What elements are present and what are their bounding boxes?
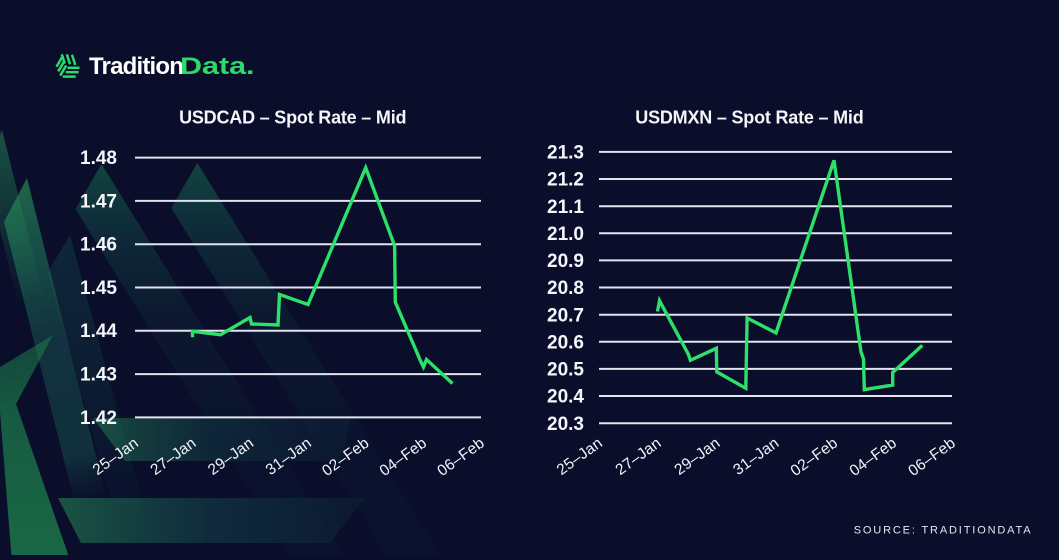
svg-text:21.1: 21.1 — [547, 197, 584, 218]
svg-text:1.44: 1.44 — [80, 321, 117, 342]
svg-text:20.3: 20.3 — [547, 414, 584, 435]
svg-text:1.47: 1.47 — [80, 191, 117, 212]
svg-text:1.48: 1.48 — [80, 148, 117, 169]
svg-text:1.46: 1.46 — [80, 235, 117, 256]
svg-text:21.0: 21.0 — [547, 224, 584, 245]
svg-text:20.6: 20.6 — [547, 332, 584, 353]
svg-text:21.2: 21.2 — [547, 170, 584, 191]
svg-text:1.43: 1.43 — [80, 365, 117, 386]
svg-text:1.45: 1.45 — [80, 278, 117, 299]
svg-text:21.3: 21.3 — [547, 143, 584, 164]
svg-text:20.9: 20.9 — [547, 251, 584, 272]
svg-text:USDMXN – Spot Rate – Mid: USDMXN – Spot Rate – Mid — [635, 108, 863, 128]
svg-text:Tradition: Tradition — [89, 53, 183, 80]
svg-text:SOURCE: TRADITIONDATA: SOURCE: TRADITIONDATA — [854, 525, 1033, 537]
svg-text:USDCAD – Spot Rate – Mid: USDCAD – Spot Rate – Mid — [179, 108, 406, 128]
svg-text:Data.: Data. — [180, 52, 255, 79]
svg-text:20.5: 20.5 — [547, 360, 584, 381]
svg-text:1.42: 1.42 — [80, 408, 117, 429]
svg-text:20.4: 20.4 — [547, 387, 584, 408]
svg-text:20.7: 20.7 — [547, 305, 584, 326]
svg-text:20.8: 20.8 — [547, 278, 584, 299]
